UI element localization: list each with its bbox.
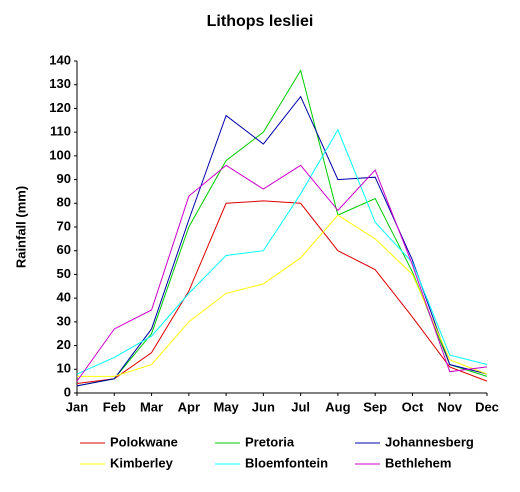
x-tick-label: Jun (252, 399, 275, 414)
series-line (76, 95, 488, 387)
y-tick-label: 70 (57, 218, 71, 233)
y-tick-label: 50 (57, 266, 71, 281)
y-tick-label: 10 (57, 361, 71, 376)
series-line (77, 214, 488, 377)
legend-label: Pretoria (245, 434, 295, 449)
y-tick-label: 120 (49, 100, 71, 115)
series-line (76, 69, 488, 387)
y-tick-label: 140 (49, 52, 71, 67)
series-line (76, 164, 488, 382)
y-tick-label: 110 (50, 124, 71, 139)
series-line (76, 200, 488, 385)
x-tick-label: Feb (103, 399, 126, 414)
x-tick-label: Jan (66, 399, 88, 414)
x-tick-label: Sep (363, 399, 387, 414)
y-tick-label: 60 (57, 242, 71, 257)
x-tick-label: Aug (325, 399, 350, 414)
y-tick-label: 40 (57, 290, 71, 305)
y-tick-label: 80 (57, 195, 71, 210)
x-tick-label: Jul (291, 399, 310, 414)
x-tick-label: Apr (178, 399, 200, 414)
x-tick-label: Dec (475, 399, 499, 414)
x-tick-label: Oct (402, 399, 424, 414)
y-axis-label: Rainfall (mm) (13, 186, 28, 268)
y-tick-label: 100 (49, 147, 71, 162)
legend-label: Polokwane (110, 434, 178, 449)
series-line (76, 128, 488, 375)
x-tick-label: Mar (140, 399, 163, 414)
chart-title: Lithops lesliei (207, 13, 314, 30)
x-tick-label: Nov (437, 399, 462, 414)
legend-label: Bethlehem (385, 455, 451, 470)
y-tick-label: 20 (57, 337, 71, 352)
y-tick-label: 130 (49, 76, 71, 91)
y-tick-label: 30 (57, 313, 71, 328)
y-tick-label: 90 (57, 171, 71, 186)
legend-label: Kimberley (110, 455, 174, 470)
y-tick-label: 0 (64, 384, 71, 399)
legend-label: Bloemfontein (245, 455, 328, 470)
x-tick-label: May (213, 399, 239, 414)
legend-label: Johannesberg (385, 434, 474, 449)
